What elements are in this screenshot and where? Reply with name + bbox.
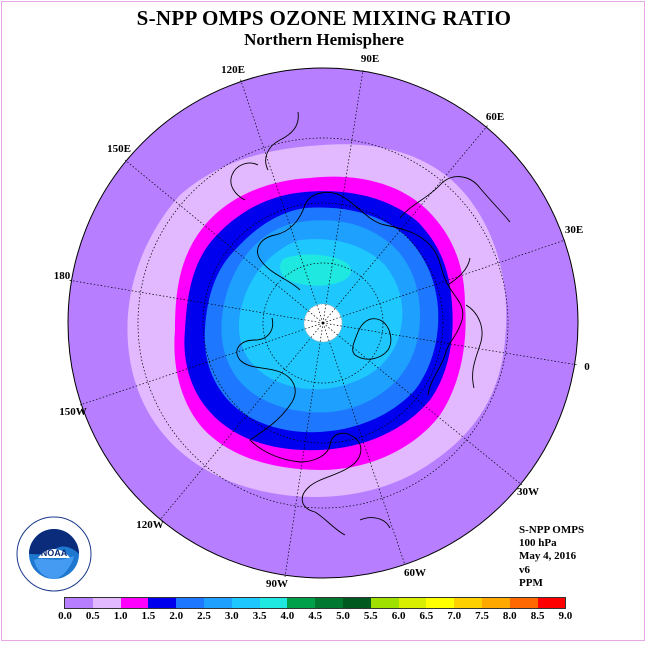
- colorbar-swatch: [481, 598, 510, 608]
- noaa-logo-text: NOAA: [41, 548, 68, 558]
- lon-label-150w: 150W: [59, 406, 87, 418]
- noaa-logo: NOAA: [16, 516, 92, 592]
- lon-label-90w: 90W: [266, 578, 288, 590]
- coastline-europe-africa: [447, 257, 483, 389]
- polar-data-gap-edge: [303, 303, 343, 343]
- lon-label-90e: 90E: [361, 53, 379, 65]
- colorbar-tick-label: 8.5: [530, 610, 545, 622]
- lon-label-30e: 30E: [565, 224, 583, 236]
- colorbar-swatch: [231, 598, 260, 608]
- colorbar-ticks: 0.0 0.5 1.0 1.5 2.0 2.5 3.0 3.5 4.0 4.5 5.0 5.5 6.0 6…: [0, 610, 648, 624]
- coastline-north-america: [236, 317, 362, 513]
- colorbar-swatch: [315, 598, 343, 608]
- coastline-greenland: [352, 318, 392, 360]
- colorbar-tick-label: 8.0: [502, 610, 517, 622]
- coastlines: [230, 111, 511, 536]
- coastline-asia-pacific: [230, 111, 299, 201]
- colorbar-tick-label: 4.0: [280, 610, 295, 622]
- map-boundary: [67, 67, 579, 579]
- colorbar-tick-label: 3.0: [224, 610, 239, 622]
- info-date: May 4, 2016: [519, 550, 577, 563]
- colorbar-tick-label: 5.5: [363, 610, 378, 622]
- colorbar-tick-label: 1.0: [113, 610, 128, 622]
- colorbar-swatch: [65, 598, 93, 608]
- info-level: 100 hPa: [519, 537, 557, 550]
- colorbar: [64, 597, 567, 609]
- colorbar-swatch: [92, 598, 121, 608]
- colorbar-tick-label: 7.5: [475, 610, 489, 622]
- colorbar-swatch: [342, 598, 371, 608]
- map-subtitle: Northern Hemisphere: [244, 30, 404, 49]
- colorbar-tick-label: 6.5: [419, 610, 434, 622]
- colorbar-swatch: [537, 598, 566, 608]
- colorbar-tick-label: 0.0: [58, 610, 72, 622]
- lon-label-60w: 60W: [404, 567, 426, 579]
- colorbar-tick-label: 0.5: [85, 610, 100, 622]
- info-version: v6: [519, 563, 530, 576]
- colorbar-tick-label: 4.5: [308, 610, 323, 622]
- coastline-eurasia: [257, 176, 511, 396]
- colorbar-swatch: [426, 598, 455, 608]
- colorbar-tick-label: 6.0: [391, 610, 406, 622]
- colorbar-swatch: [120, 598, 149, 608]
- lon-label-120w: 120W: [136, 519, 164, 531]
- info-units: PPM: [519, 576, 543, 589]
- colorbar-swatch: [203, 598, 232, 608]
- colorbar-tick-label: 5.0: [336, 610, 350, 622]
- coastline-central-america: [314, 511, 391, 536]
- colorbar-swatch: [509, 598, 538, 608]
- lon-label-60e: 60E: [486, 111, 504, 123]
- lon-label-0: 0: [584, 361, 590, 373]
- colorbar-swatch: [370, 598, 399, 608]
- lon-label-30w: 30W: [517, 486, 539, 498]
- map-title: S-NPP OMPS OZONE MIXING RATIO: [136, 6, 512, 30]
- lon-label-180: 180: [54, 270, 71, 282]
- colorbar-swatch: [176, 598, 204, 608]
- colorbar-swatch: [287, 598, 316, 608]
- colorbar-tick-label: 3.5: [252, 610, 267, 622]
- info-instrument: S-NPP OMPS: [519, 524, 585, 536]
- colorbar-tick-label: 7.0: [447, 610, 462, 622]
- colorbar-tick-label: 2.0: [169, 610, 184, 622]
- ozone-band-4.0: [280, 254, 352, 286]
- lon-label-150e: 150E: [107, 143, 131, 155]
- colorbar-swatch: [259, 598, 288, 608]
- colorbar-swatch: [454, 598, 482, 608]
- colorbar-swatch: [398, 598, 427, 608]
- lon-label-120e: 120E: [221, 64, 245, 76]
- colorbar-swatch: [148, 598, 177, 608]
- colorbar-tick-label: 1.5: [141, 610, 156, 622]
- graticule: [67, 69, 579, 578]
- colorbar-tick-label: 9.0: [558, 610, 573, 622]
- colorbar-tick-label: 2.5: [197, 610, 211, 622]
- product-info: S-NPP OMPS 100 hPa May 4, 2016 v6 PPM: [519, 524, 584, 590]
